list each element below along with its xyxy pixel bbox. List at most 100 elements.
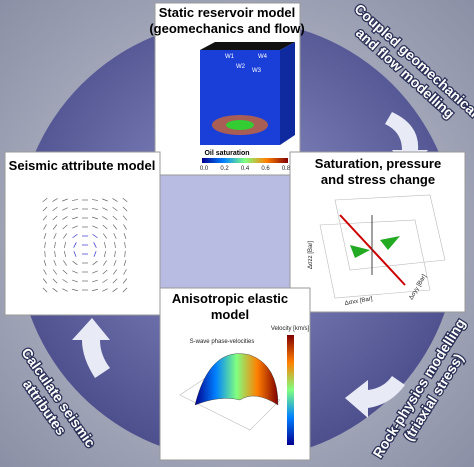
well-label: W2	[236, 64, 246, 70]
vector	[71, 199, 79, 201]
vector	[122, 278, 128, 284]
vector	[42, 287, 48, 293]
colorbar	[287, 335, 294, 445]
vector	[44, 241, 46, 249]
vector	[102, 269, 108, 275]
vector	[43, 269, 47, 275]
vector	[112, 278, 118, 284]
vector	[102, 279, 108, 283]
vector	[122, 197, 128, 203]
vector	[112, 215, 118, 221]
vector	[123, 233, 127, 239]
vector	[42, 197, 48, 203]
vector	[104, 250, 106, 258]
plot-title: S-wave phase-velocities	[190, 339, 255, 345]
vector	[62, 233, 68, 239]
vector	[113, 260, 117, 266]
vector	[43, 260, 47, 266]
vector	[123, 224, 127, 230]
vector	[64, 250, 66, 258]
vector	[62, 269, 68, 275]
vector	[124, 250, 126, 258]
vector	[72, 288, 78, 292]
vector	[52, 278, 58, 284]
vector	[122, 287, 128, 293]
vector	[123, 269, 127, 275]
vector	[42, 215, 48, 221]
vector	[62, 224, 68, 230]
vector	[102, 233, 108, 239]
vector	[52, 206, 58, 212]
arrow	[345, 376, 405, 418]
vector	[53, 260, 57, 266]
vector	[93, 242, 97, 248]
panel-title: Anisotropic elastic	[172, 291, 288, 306]
reservoir	[226, 120, 254, 130]
vector	[52, 198, 58, 202]
vector	[92, 233, 98, 239]
vector	[103, 260, 107, 266]
well-label: W3	[252, 68, 262, 74]
vector	[72, 279, 78, 283]
vector	[102, 207, 108, 211]
well-label: W4	[258, 54, 268, 60]
colorbar-label: Oil saturation	[204, 150, 249, 157]
panel-title: and stress change	[321, 172, 435, 187]
vector	[63, 242, 67, 248]
well-label: W1	[225, 54, 235, 60]
vector	[92, 288, 98, 292]
colorbar-tick-label: 0.6	[261, 166, 270, 172]
arrow	[72, 318, 110, 378]
vector	[72, 270, 78, 274]
vector	[53, 233, 57, 239]
vector	[92, 207, 98, 211]
block-side	[280, 42, 295, 145]
center-square	[150, 160, 300, 295]
axis-label: Δσzz [Bar]	[308, 241, 314, 269]
vector	[73, 251, 77, 257]
vector	[62, 288, 68, 292]
vector	[52, 269, 58, 275]
velocity-surface	[194, 353, 279, 406]
colorbar-tick-label: 0.4	[241, 166, 250, 172]
vector	[44, 250, 46, 258]
vector	[63, 260, 67, 266]
axis-label: Δσxx [Bar]	[344, 296, 373, 307]
vector	[72, 233, 78, 239]
vector	[92, 260, 98, 266]
vector	[91, 199, 99, 201]
panel-title: Static reservoir model	[159, 5, 296, 20]
vector	[112, 287, 118, 293]
panel-title: model	[211, 307, 249, 322]
vector	[112, 198, 118, 202]
block-top	[200, 42, 295, 50]
vector	[62, 279, 68, 283]
vector	[92, 216, 98, 220]
colorbar-label: Velocity [km/s]	[271, 326, 310, 332]
vector	[62, 216, 68, 220]
vector	[72, 207, 78, 211]
vector	[52, 224, 58, 230]
stress-panel: Saturation, pressure and stress change Δ…	[289, 151, 466, 313]
vector	[92, 279, 98, 283]
vector	[92, 270, 98, 274]
vector	[43, 233, 47, 239]
vector	[54, 241, 56, 249]
vector	[103, 242, 107, 248]
vector	[72, 216, 78, 220]
vector	[93, 251, 97, 257]
colorbar-tick-label: 0.8	[282, 166, 291, 172]
vector	[72, 225, 78, 229]
colorbar-tick-label: 0.0	[200, 166, 209, 172]
vector	[42, 206, 48, 212]
vector	[54, 250, 56, 258]
static-reservoir-panel: Static reservoir model (geomechanics and…	[149, 2, 305, 176]
vector	[112, 206, 118, 212]
vector	[62, 207, 68, 211]
colorbar	[202, 158, 288, 163]
vector	[124, 241, 126, 249]
vector	[73, 242, 77, 248]
vector	[102, 216, 108, 220]
vector	[114, 250, 116, 258]
